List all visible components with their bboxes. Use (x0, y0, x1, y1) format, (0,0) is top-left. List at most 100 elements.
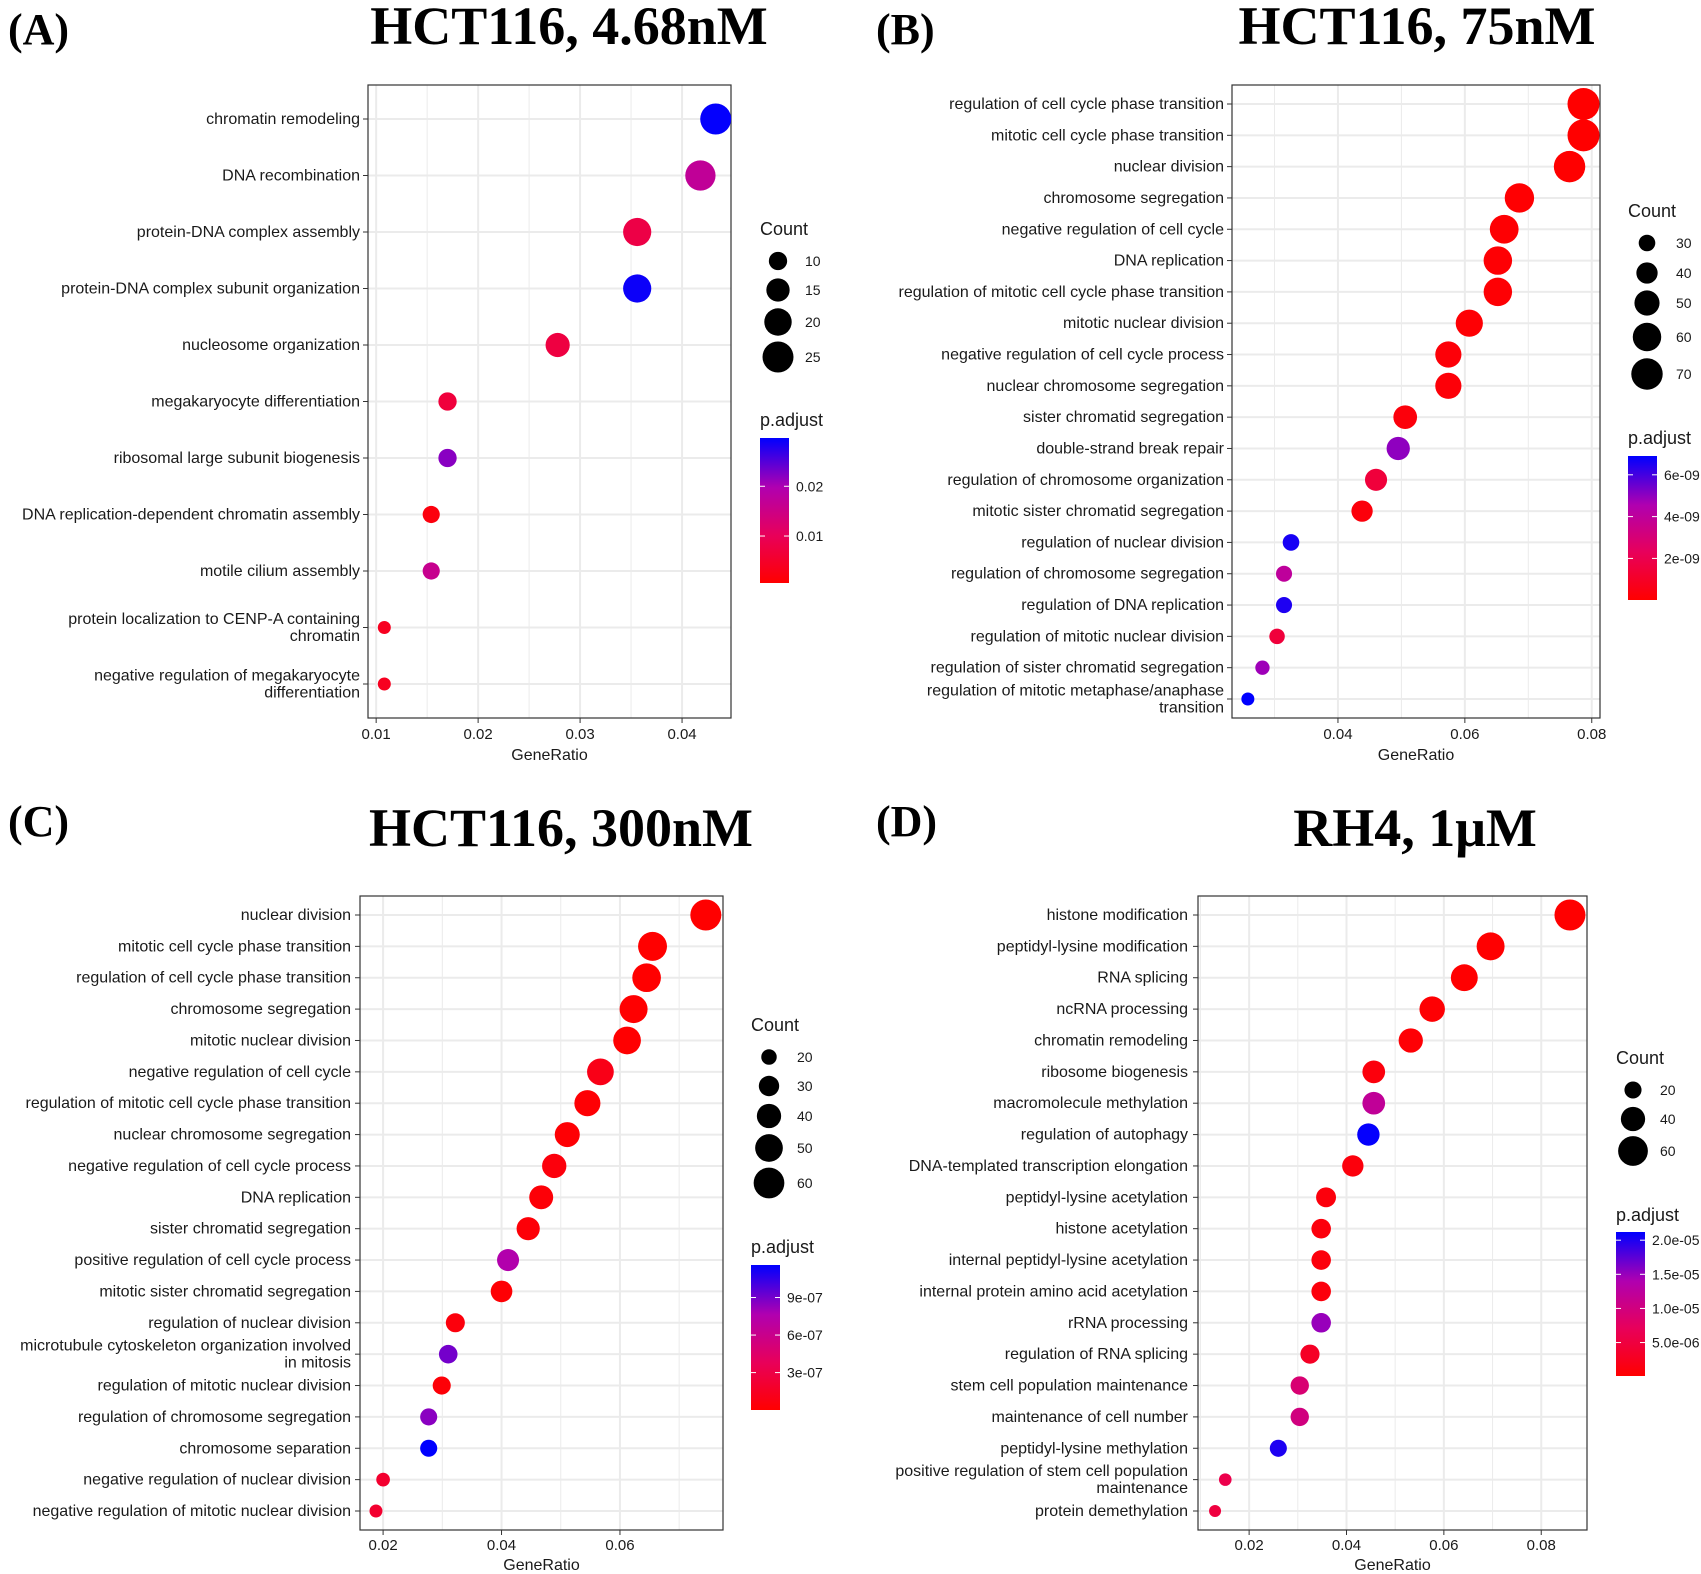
y-tick-label-line: sister chromatid segregation (150, 1221, 351, 1238)
colorbar-label: 3e-07 (787, 1365, 823, 1381)
y-tick-label-line: microtubule cytoskeleton organization in… (20, 1338, 351, 1355)
chart-title: HCT116, 4.68nM (370, 0, 768, 56)
y-tick-label: regulation of chromosome organization (947, 472, 1224, 489)
data-point (1393, 405, 1418, 429)
size-legend-label: 20 (1660, 1082, 1676, 1098)
data-point (1362, 1091, 1386, 1115)
y-tick-label: DNA replication (1114, 253, 1224, 270)
size-legend-label: 15 (805, 282, 821, 298)
size-legend-label: 10 (805, 253, 821, 269)
y-tick-label-line: positive regulation of cell cycle proces… (74, 1252, 351, 1269)
data-point (1241, 692, 1255, 706)
data-point (497, 1249, 520, 1272)
data-point (377, 621, 391, 634)
y-tick-label-line: mitotic sister chromatid segregation (972, 503, 1224, 520)
y-tick-label-line: regulation of chromosome segregation (78, 1409, 351, 1426)
y-tick-label-line: megakaryocyte differentiation (151, 394, 360, 411)
data-point (1311, 1218, 1331, 1239)
data-point (1282, 534, 1300, 551)
x-tick-label: 0.08 (1527, 1537, 1556, 1554)
y-tick-label-line: regulation of nuclear division (1021, 534, 1224, 551)
size-legend-label: 20 (805, 314, 821, 330)
y-tick-label: regulation of mitotic metaphase/anaphase… (927, 683, 1224, 717)
panel-b: (B) HCT116, 75nM 0.04 0.06 0.08 GeneRatio regu… (876, 0, 1700, 764)
data-point (542, 1153, 567, 1179)
size-legend-key (753, 1167, 785, 1199)
y-tick-label-line: regulation of mitotic nuclear division (98, 1378, 351, 1395)
data-point (1269, 628, 1285, 645)
y-tick-label-line: regulation of cell cycle phase transitio… (949, 96, 1224, 113)
y-tick-label-line: regulation of chromosome organization (947, 472, 1224, 489)
data-point (1398, 1028, 1423, 1053)
y-tick-label: negative regulation of cell cycle (1002, 221, 1224, 238)
y-tick-label-line: regulation of chromosome segregation (951, 566, 1224, 583)
colorbar-label: 1.0e-05 (1652, 1300, 1700, 1316)
y-tick-label-line: mitotic sister chromatid segregation (99, 1283, 351, 1300)
size-legend-title: Count (1628, 201, 1676, 221)
y-tick-label-line: transition (1159, 700, 1224, 717)
y-tick-label-line: positive regulation of stem cell populat… (895, 1463, 1188, 1480)
data-point (1435, 372, 1462, 399)
y-tick-label: negative regulation of nuclear division (83, 1472, 351, 1489)
data-point (1362, 1060, 1386, 1084)
y-tick-label-line: regulation of autophagy (1021, 1127, 1188, 1144)
y-tick-label: regulation of RNA splicing (1005, 1346, 1188, 1363)
data-point (1483, 246, 1513, 275)
y-tick-label-line: chromosome segregation (170, 1001, 351, 1018)
y-tick-label: negative regulation of cell cycle proces… (68, 1158, 351, 1175)
data-point (1419, 996, 1445, 1022)
y-tick-label-line: regulation of RNA splicing (1005, 1346, 1188, 1363)
x-tick-label: 0.04 (1323, 726, 1352, 743)
data-point (1476, 932, 1505, 961)
y-tick-label-line: RNA splicing (1097, 970, 1188, 987)
y-tick-label: chromosome separation (179, 1440, 351, 1457)
y-tick-label-line: in mitosis (284, 1355, 351, 1372)
y-tick-label-line: peptidyl-lysine acetylation (1006, 1189, 1188, 1206)
data-point (587, 1058, 614, 1086)
y-tick-label: sister chromatid segregation (150, 1221, 351, 1238)
data-point (1311, 1250, 1331, 1270)
y-tick-label-line: motile cilium assembly (200, 563, 360, 580)
y-tick-label-line: negative regulation of cell cycle proces… (941, 347, 1224, 364)
data-point (632, 963, 661, 993)
panel-a: (A) HCT116, 4.68nM 0.01 0.02 0.03 0.04 GeneRat… (8, 0, 823, 764)
size-legend-key (1634, 290, 1660, 316)
y-tick-label-line: protein-DNA complex subunit organization (61, 281, 360, 298)
data-point (613, 1026, 641, 1055)
data-point (1450, 964, 1478, 992)
y-tick-label: chromosome segregation (1043, 190, 1224, 207)
y-tick-label-line: ncRNA processing (1056, 1001, 1188, 1018)
y-tick-label-line: negative regulation of mitotic nuclear d… (33, 1503, 351, 1520)
y-tick-label: rRNA processing (1068, 1315, 1188, 1332)
data-point (1554, 899, 1586, 931)
colorbar-label: 5.0e-06 (1652, 1335, 1700, 1351)
x-tick-label: 0.02 (368, 1537, 397, 1554)
data-point (1218, 1473, 1232, 1486)
y-tick-label-line: differentiation (264, 685, 360, 702)
data-point (1255, 660, 1270, 675)
size-legend-label: 30 (797, 1078, 813, 1094)
y-tick-label-line: negative regulation of cell cycle proces… (68, 1158, 351, 1175)
color-legend-title: p.adjust (1616, 1205, 1679, 1225)
y-tick-label: negative regulation of megakaryocyte diff… (94, 668, 360, 702)
y-tick-label: regulation of mitotic nuclear division (98, 1378, 351, 1395)
size-legend-key (758, 1075, 780, 1097)
y-tick-label: mitotic cell cycle phase transition (991, 127, 1224, 144)
data-point (1386, 436, 1410, 461)
y-tick-label: nucleosome organization (182, 337, 360, 354)
data-point (623, 217, 652, 247)
size-legend-key (1632, 322, 1662, 352)
size-legend-label: 40 (1660, 1111, 1676, 1127)
data-point (1311, 1281, 1331, 1302)
y-tick-label: microtubule cytoskeleton organization in… (20, 1338, 351, 1372)
size-legend-title: Count (760, 219, 808, 239)
y-tick-label: protein-DNA complex subunit organization (61, 281, 360, 298)
plot-background (1198, 896, 1587, 1530)
y-tick-label: DNA replication (241, 1189, 351, 1206)
colorbar (1616, 1232, 1645, 1376)
data-point (1489, 214, 1519, 244)
chart-title: HCT116, 300nM (369, 798, 753, 858)
y-tick-label-line: regulation of DNA replication (1021, 597, 1224, 614)
y-tick-label: regulation of mitotic cell cycle phase t… (26, 1095, 352, 1112)
y-tick-label: protein localization to CENP-A containin… (68, 611, 360, 645)
